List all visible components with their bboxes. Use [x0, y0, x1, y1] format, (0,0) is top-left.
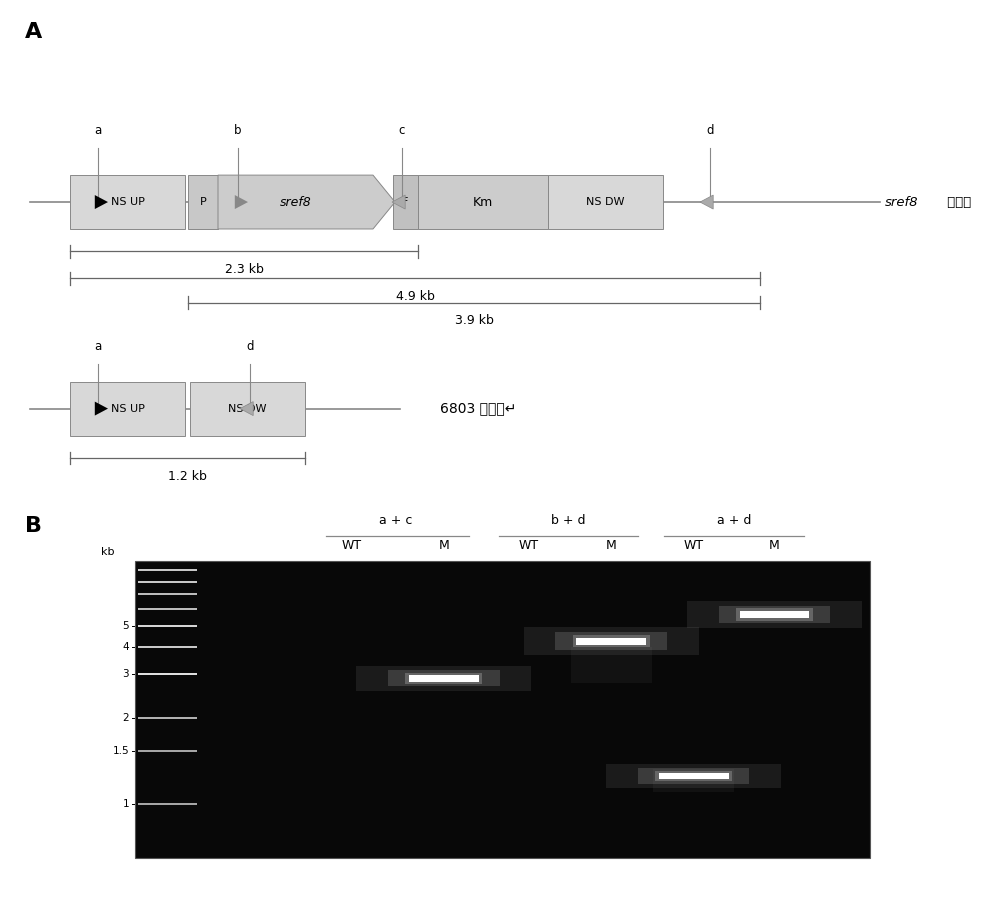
Bar: [393, 175, 418, 229]
Text: sref8: sref8: [885, 196, 918, 208]
Bar: [555, 632, 667, 650]
Bar: [638, 769, 749, 784]
Text: Km: Km: [473, 196, 493, 208]
Polygon shape: [700, 195, 713, 209]
Text: P: P: [200, 197, 206, 207]
Polygon shape: [95, 401, 108, 416]
Text: WT: WT: [342, 540, 362, 552]
Bar: [138, 625, 197, 628]
Bar: [356, 666, 531, 691]
Polygon shape: [240, 401, 253, 416]
Bar: [576, 638, 646, 645]
Text: 3.9 kb: 3.9 kb: [455, 314, 493, 327]
Text: 2: 2: [122, 713, 129, 723]
Bar: [138, 718, 197, 719]
Bar: [138, 593, 197, 594]
Bar: [138, 569, 197, 571]
Bar: [736, 609, 813, 621]
Bar: [606, 764, 781, 788]
Bar: [138, 647, 197, 648]
Text: B: B: [25, 516, 42, 536]
Text: 5: 5: [122, 621, 129, 631]
Text: WT: WT: [518, 540, 538, 552]
Text: 4.9 kb: 4.9 kb: [396, 290, 434, 303]
Text: b + d: b + d: [551, 515, 586, 527]
Text: NS UP: NS UP: [111, 403, 144, 414]
Text: a: a: [94, 340, 102, 353]
Text: kb: kb: [102, 547, 115, 557]
Text: M: M: [769, 540, 780, 552]
Bar: [719, 606, 830, 623]
Text: WT: WT: [684, 540, 704, 552]
Bar: [409, 675, 479, 682]
Text: NS DW: NS DW: [228, 403, 267, 414]
Bar: [687, 601, 862, 629]
Text: d: d: [706, 125, 714, 137]
Bar: [548, 175, 663, 229]
Text: A: A: [25, 22, 42, 42]
Bar: [138, 608, 197, 610]
Bar: [659, 773, 729, 779]
Bar: [524, 628, 699, 656]
Bar: [135, 561, 870, 858]
Text: NS UP: NS UP: [111, 197, 144, 207]
Text: sref8: sref8: [280, 196, 311, 208]
Text: a: a: [94, 125, 102, 137]
Bar: [188, 175, 218, 229]
Text: d: d: [246, 340, 254, 353]
Text: 转化子: 转化子: [943, 196, 971, 208]
Bar: [138, 750, 197, 752]
Text: a + d: a + d: [717, 515, 751, 527]
Polygon shape: [218, 175, 395, 229]
Text: 1.2 kb: 1.2 kb: [168, 470, 207, 482]
Polygon shape: [95, 195, 108, 209]
Text: b: b: [234, 125, 242, 137]
Bar: [70, 175, 185, 229]
Bar: [655, 770, 732, 781]
Bar: [190, 382, 305, 436]
Text: c: c: [399, 125, 405, 137]
Bar: [138, 804, 197, 806]
Text: NS DW: NS DW: [586, 197, 625, 207]
Text: 6803 野生型↵: 6803 野生型↵: [440, 401, 516, 416]
Text: 1.5: 1.5: [112, 746, 129, 756]
Bar: [138, 673, 197, 675]
Bar: [573, 635, 650, 647]
Text: 2.3 kb: 2.3 kb: [225, 263, 263, 276]
Bar: [418, 175, 548, 229]
Polygon shape: [392, 195, 405, 209]
Text: F: F: [402, 197, 409, 207]
Text: 1: 1: [122, 799, 129, 809]
Text: M: M: [438, 540, 449, 552]
Text: M: M: [606, 540, 617, 552]
Bar: [740, 611, 809, 619]
Text: 4: 4: [122, 642, 129, 652]
Bar: [70, 382, 185, 436]
Text: 3: 3: [122, 669, 129, 679]
Bar: [571, 647, 652, 682]
Bar: [405, 673, 482, 683]
Text: a + c: a + c: [379, 515, 413, 527]
Bar: [388, 671, 500, 686]
Bar: [653, 769, 734, 792]
Bar: [138, 581, 197, 583]
Polygon shape: [235, 195, 248, 209]
